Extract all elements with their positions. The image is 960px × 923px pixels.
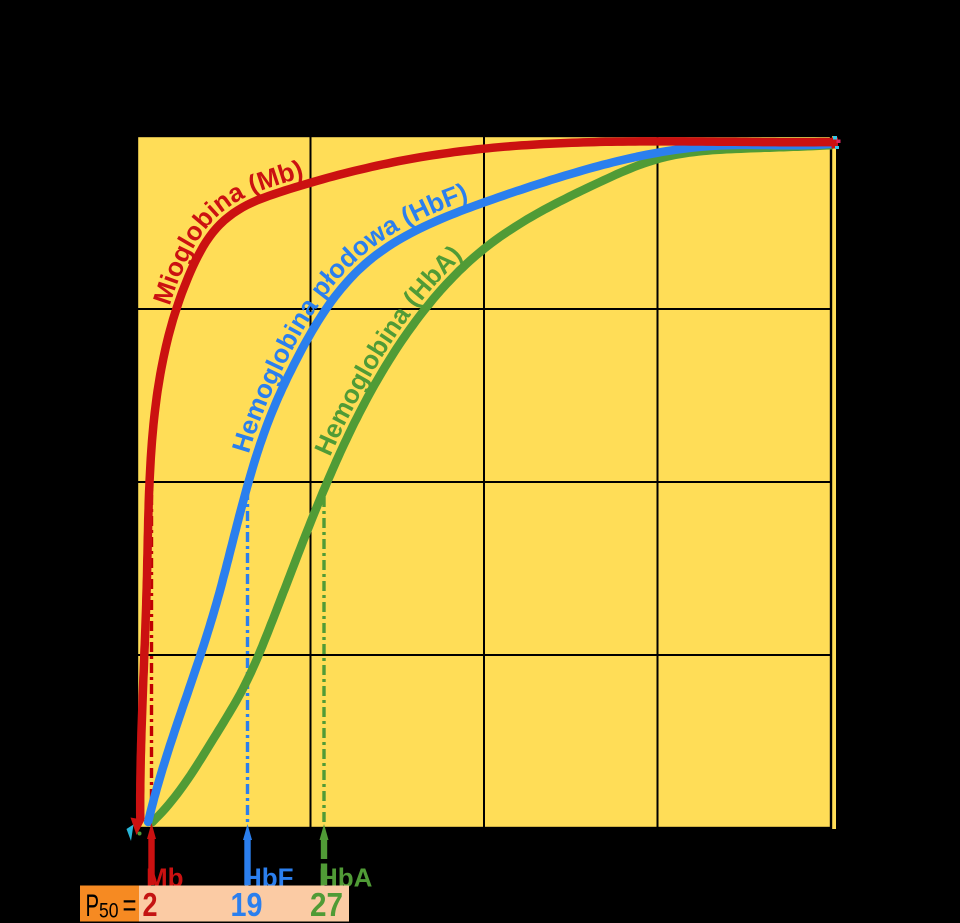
svg-text:50: 50 (99, 900, 119, 923)
svg-text:P: P (86, 887, 100, 923)
svg-text:19: 19 (231, 886, 263, 923)
svg-text:2: 2 (143, 886, 158, 923)
svg-text:27: 27 (310, 886, 343, 923)
svg-text:=: = (123, 887, 137, 923)
